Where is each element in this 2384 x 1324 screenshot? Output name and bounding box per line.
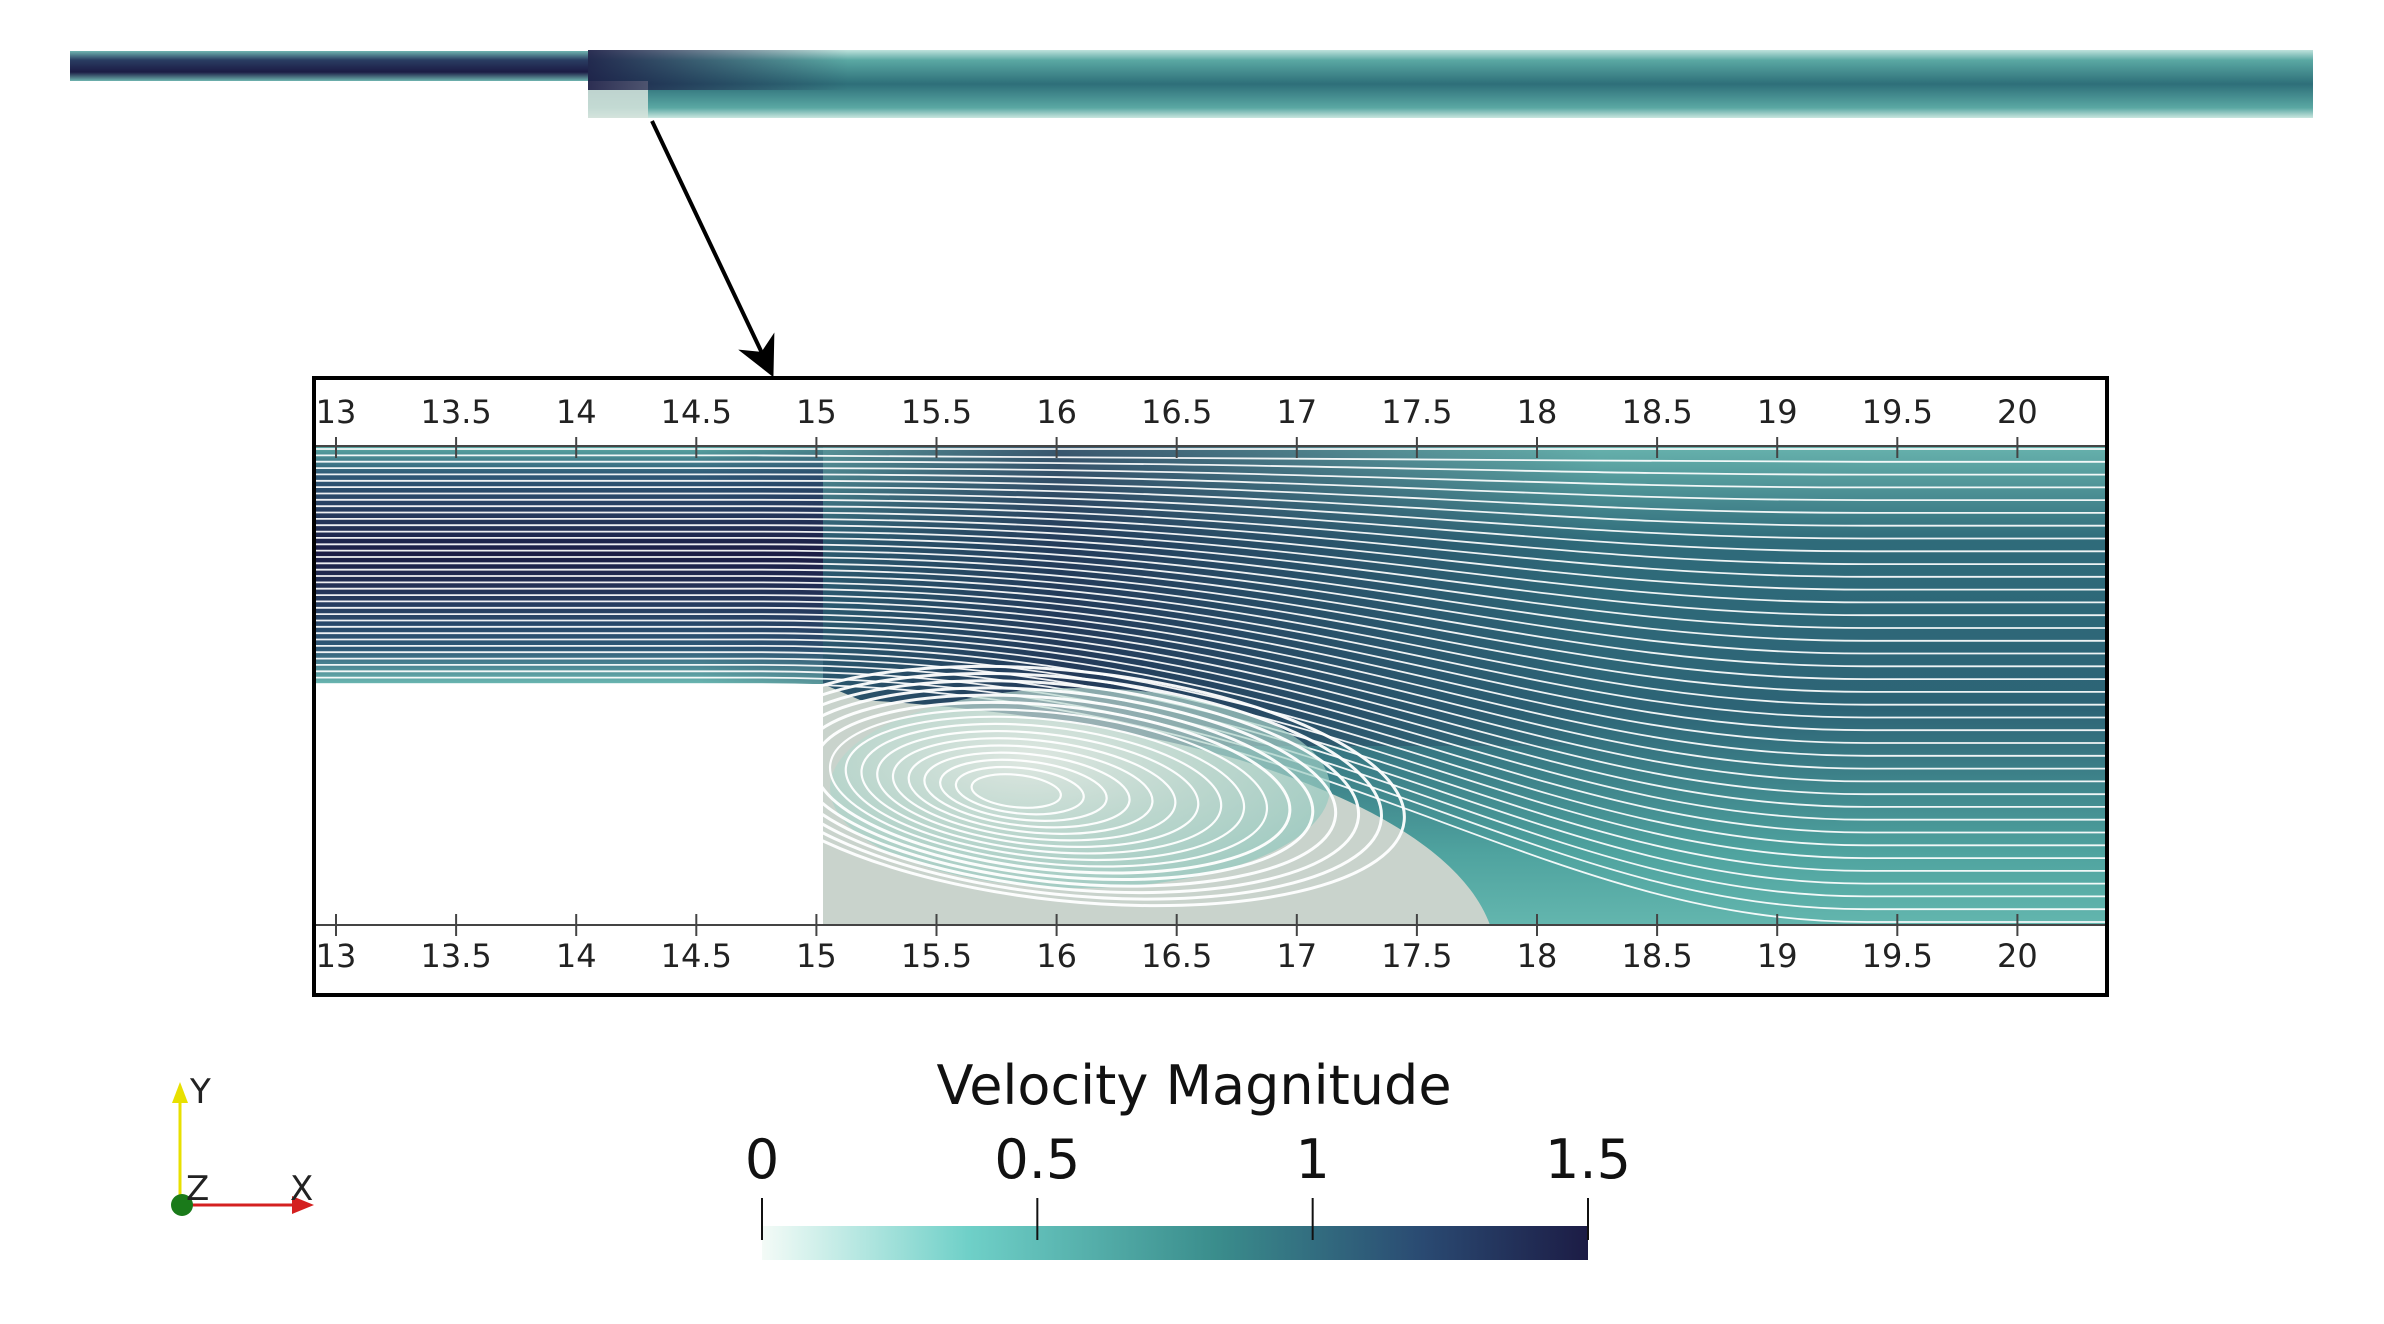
- vortex-streamline: [891, 737, 1177, 842]
- streamline: [316, 606, 2105, 770]
- vortex-streamline: [876, 729, 1200, 849]
- top-tick-label: 17: [1276, 393, 1317, 431]
- streamline: [316, 638, 2105, 834]
- streamline: [316, 479, 2105, 514]
- streamline: [316, 594, 2105, 744]
- zoom-flow-field: [316, 446, 2105, 925]
- bottom-tick-label: 17.5: [1381, 937, 1452, 975]
- overview-main-channel: [588, 50, 2313, 118]
- top-tick-label: 16.5: [1141, 393, 1212, 431]
- top-tick-label: 13.5: [420, 393, 491, 431]
- bottom-tick-label: 14: [556, 937, 597, 975]
- streamline: [316, 600, 2105, 757]
- vortex-streamline: [860, 722, 1223, 855]
- top-tick-label: 17.5: [1381, 393, 1452, 431]
- streamline: [316, 498, 2105, 553]
- bottom-tick-label: 19.5: [1862, 937, 1933, 975]
- bottom-tick-label: 13.5: [420, 937, 491, 975]
- zoom-arrow: [650, 120, 775, 378]
- top-tick-label: 13: [316, 393, 357, 431]
- y-axis-arrowhead: [172, 1082, 188, 1103]
- streamline: [316, 657, 2105, 872]
- streamline: [316, 467, 2105, 489]
- bottom-tick-label: 14.5: [661, 937, 732, 975]
- colorbar-label: 0: [745, 1128, 779, 1191]
- top-tick-label: 19: [1757, 393, 1798, 431]
- top-tick-label: 14.5: [661, 393, 732, 431]
- z-axis-dot: [171, 1194, 193, 1216]
- top-tick-label: 18: [1517, 393, 1558, 431]
- bottom-tick-label: 15: [796, 937, 837, 975]
- colorbar: Velocity Magnitude 0 0.5 1 1.5: [745, 1054, 1631, 1260]
- streamline: [316, 625, 2105, 808]
- colorbar-label: 0.5: [994, 1128, 1080, 1191]
- streamline: [316, 562, 2105, 680]
- bottom-tick-label: 16: [1036, 937, 1077, 975]
- vortex-streamline: [907, 744, 1154, 835]
- bottom-tick-label: 19: [1757, 937, 1798, 975]
- bottom-tick-label: 13: [316, 937, 357, 975]
- streamline: [316, 543, 2105, 642]
- x-axis-arrowhead: [292, 1196, 314, 1214]
- overview-transition: [588, 50, 848, 90]
- streamline: [316, 587, 2105, 732]
- streamline: [316, 556, 2105, 668]
- colorbar-title: Velocity Magnitude: [936, 1054, 1451, 1117]
- vortex-streamline: [970, 773, 1062, 809]
- streamline: [316, 549, 2105, 655]
- top-axis-ticks: 13 13.5 14 14.5 15 15.5 16 16.5 17 17.5 18 18.5 19 19…: [316, 393, 2038, 458]
- orientation-triad: Y X Z: [171, 1072, 314, 1216]
- streamline: [316, 651, 2105, 859]
- zoom-panel: 13 13.5 14 14.5 15 15.5 16 16.5 17 17.5 18 18.5 19 19…: [312, 376, 2109, 997]
- streamline: [316, 568, 2105, 693]
- streamline: [316, 613, 2105, 783]
- vortex-streamline: [923, 751, 1131, 829]
- bottom-tick-label: 18: [1517, 937, 1558, 975]
- vortex-streamline: [844, 715, 1246, 862]
- top-tick-label: 20: [1997, 393, 2038, 431]
- top-tick-label: 14: [556, 393, 597, 431]
- colorbar-ticks: 0 0.5 1 1.5: [745, 1128, 1631, 1240]
- top-tick-label: 15: [796, 393, 837, 431]
- z-axis-letter: Z: [186, 1169, 209, 1209]
- y-axis-letter: Y: [189, 1072, 211, 1112]
- vortex-streamlines: [734, 664, 1406, 908]
- streamline: [316, 486, 2105, 527]
- top-tick-label: 18.5: [1621, 393, 1692, 431]
- bottom-tick-label: 16.5: [1141, 937, 1212, 975]
- bottom-tick-label: 17: [1276, 937, 1317, 975]
- streamline: [316, 492, 2105, 540]
- streamline: [316, 632, 2105, 821]
- streamline: [316, 530, 2105, 617]
- vortex-streamline: [939, 758, 1108, 822]
- streamline: [316, 511, 2105, 578]
- bottom-tick-label: 15.5: [901, 937, 972, 975]
- streamline: [316, 581, 2105, 719]
- colorbar-label: 1: [1295, 1128, 1329, 1191]
- bottom-axis-ticks: 13 13.5 14 14.5 15 15.5 16 16.5 17 17.5 18 18.5 19 19…: [316, 914, 2038, 975]
- streamline: [316, 537, 2105, 629]
- streamline: [316, 460, 2105, 476]
- bottom-tick-label: 18.5: [1621, 937, 1692, 975]
- top-tick-label: 16: [1036, 393, 1077, 431]
- streamline: [316, 645, 2105, 847]
- bottom-tick-label: 20: [1997, 937, 2038, 975]
- streamlines: [316, 448, 2105, 923]
- colorbar-label: 1.5: [1545, 1128, 1631, 1191]
- vortex-streamline: [954, 765, 1085, 816]
- top-tick-label: 15.5: [901, 393, 972, 431]
- streamline: [316, 518, 2105, 591]
- streamline: [316, 473, 2105, 501]
- overview-domain: [70, 50, 2313, 118]
- x-axis-letter: X: [290, 1169, 313, 1209]
- streamline: [316, 505, 2105, 565]
- colorbar-gradient: [762, 1226, 1588, 1260]
- streamline: [316, 619, 2105, 796]
- top-tick-label: 19.5: [1862, 393, 1933, 431]
- streamline: [316, 575, 2105, 706]
- streamline: [316, 524, 2105, 604]
- overview-inlet-channel: [70, 51, 600, 81]
- vortex-streamline: [828, 708, 1269, 868]
